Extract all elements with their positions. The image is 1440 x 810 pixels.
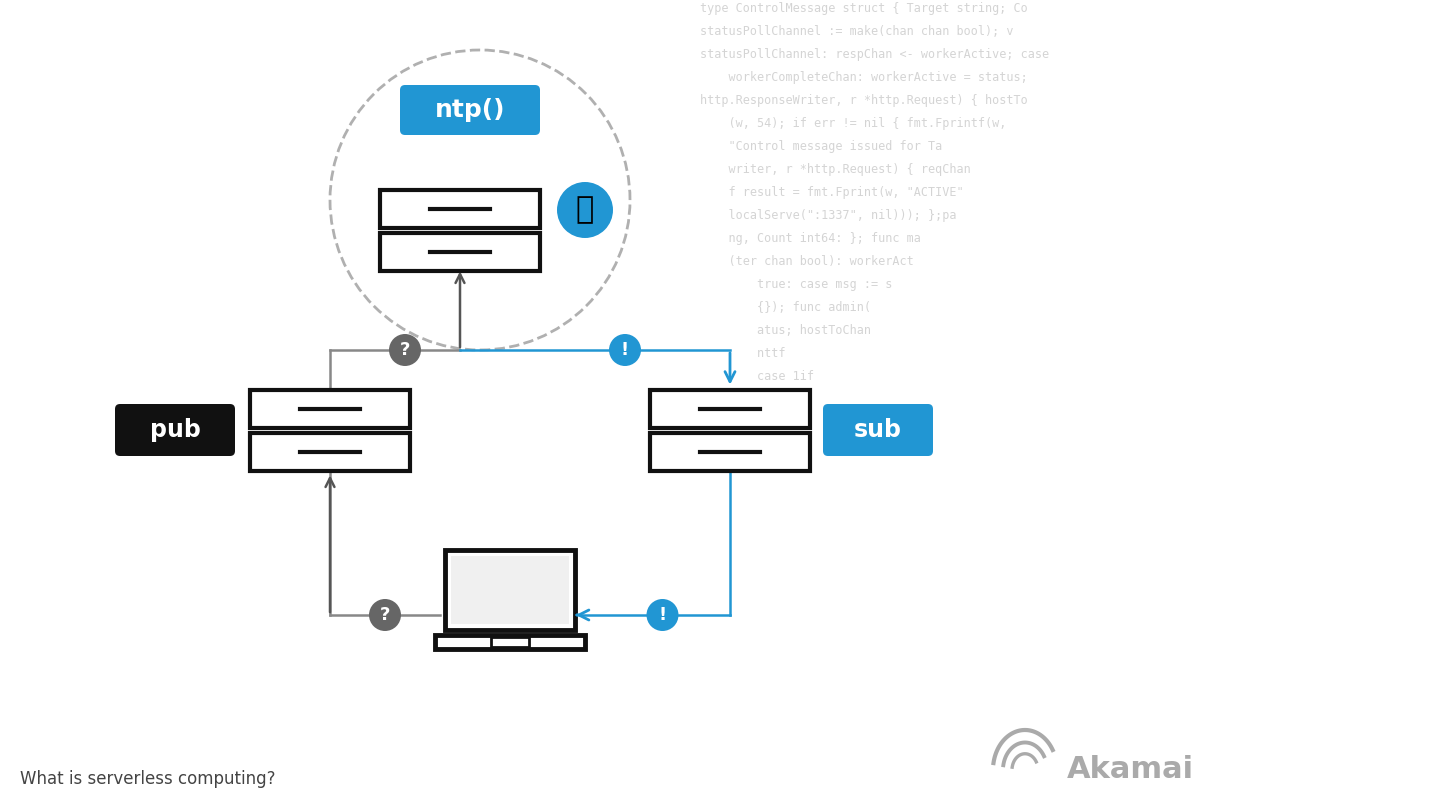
Text: pub: pub [150, 418, 200, 442]
FancyBboxPatch shape [824, 404, 933, 456]
Text: (w, 54); if err != nil { fmt.Fprintf(w,: (w, 54); if err != nil { fmt.Fprintf(w, [700, 117, 1007, 130]
Circle shape [647, 599, 678, 631]
Text: true: case msg := s: true: case msg := s [700, 278, 893, 291]
Text: sub: sub [854, 418, 901, 442]
FancyBboxPatch shape [380, 190, 540, 228]
Text: type ControlMessage struct { Target string; Co: type ControlMessage struct { Target stri… [700, 2, 1028, 15]
Text: statusPollChannel: respChan <- workerActive; case: statusPollChannel: respChan <- workerAct… [700, 48, 1050, 61]
Text: atus; hostToChan: atus; hostToChan [700, 324, 871, 337]
Text: statusPollChannel := make(chan chan bool); v: statusPollChannel := make(chan chan bool… [700, 25, 1014, 38]
Text: ?: ? [400, 341, 410, 359]
Text: !: ! [658, 606, 667, 624]
Text: case 1if: case 1if [700, 370, 814, 383]
Text: (ter chan bool): workerAct: (ter chan bool): workerAct [700, 255, 914, 268]
Text: {}); func admin(: {}); func admin( [700, 301, 871, 314]
Circle shape [609, 334, 641, 366]
Text: nttf: nttf [700, 347, 785, 360]
Text: writer, r *http.Request) { reqChan: writer, r *http.Request) { reqChan [700, 163, 971, 176]
FancyBboxPatch shape [445, 550, 575, 630]
Text: What is serverless computing?: What is serverless computing? [20, 770, 275, 788]
Text: 🐳: 🐳 [576, 195, 595, 224]
Text: Akamai: Akamai [1067, 756, 1194, 785]
Circle shape [369, 599, 400, 631]
FancyBboxPatch shape [649, 390, 809, 428]
FancyBboxPatch shape [115, 404, 235, 456]
FancyBboxPatch shape [491, 637, 528, 647]
Text: workerCompleteChan: workerActive = status;: workerCompleteChan: workerActive = statu… [700, 71, 1028, 84]
Circle shape [557, 182, 613, 238]
FancyBboxPatch shape [649, 433, 809, 471]
Text: ?: ? [380, 606, 390, 624]
Text: ntp(): ntp() [435, 98, 505, 122]
Text: f result = fmt.Fprint(w, "ACTIVE": f result = fmt.Fprint(w, "ACTIVE" [700, 186, 963, 199]
Text: http.ResponseWriter, r *http.Request) { hostTo: http.ResponseWriter, r *http.Request) { … [700, 94, 1028, 107]
Text: "Control message issued for Ta: "Control message issued for Ta [700, 140, 942, 153]
FancyBboxPatch shape [435, 635, 585, 649]
Circle shape [389, 334, 420, 366]
FancyBboxPatch shape [251, 433, 410, 471]
FancyBboxPatch shape [380, 232, 540, 271]
Text: localServe(":1337", nil))); };pa: localServe(":1337", nil))); };pa [700, 209, 956, 222]
Text: !: ! [621, 341, 629, 359]
Text: ng, Count int64: }; func ma: ng, Count int64: }; func ma [700, 232, 920, 245]
FancyBboxPatch shape [251, 390, 410, 428]
FancyBboxPatch shape [400, 85, 540, 135]
FancyBboxPatch shape [451, 556, 569, 624]
